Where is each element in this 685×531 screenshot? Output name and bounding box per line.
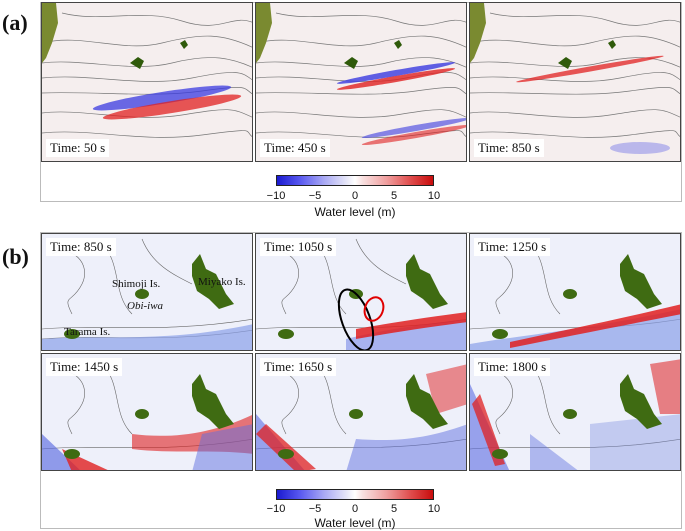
colorbar-tick: 0 [351, 503, 359, 515]
panel-b-frame-4: Time: 1450 s [41, 353, 253, 471]
colorbar-tick: 5 [390, 190, 398, 202]
panel-a-frame-2: Time: 450 s [255, 2, 467, 162]
label-miyako: Miyako Is. [198, 276, 246, 288]
map-a3 [470, 3, 680, 161]
time-label: Time: 1450 s [46, 358, 123, 376]
panel-a-label: (a) [2, 10, 28, 35]
map-a2 [256, 3, 466, 161]
panel-b-frame-1: Time: 850 s Shimoji Is. Obi-iwa Miyako I… [41, 233, 253, 351]
panel-b-frame-5: Time: 1650 s [255, 353, 467, 471]
time-label: Time: 1050 s [260, 238, 337, 256]
map-b6 [470, 354, 680, 470]
colorbar-tick: −10 [266, 190, 286, 202]
panel-a-frame-1: Time: 50 s [41, 2, 253, 162]
panel-b-frame [40, 232, 682, 529]
time-label: Time: 1250 s [474, 238, 551, 256]
colorbar-tick: 0 [351, 190, 359, 202]
panel-b-frame-6: Time: 1800 s [469, 353, 681, 471]
colorbar-tick: 10 [427, 503, 441, 515]
time-label: Time: 450 s [260, 139, 330, 157]
time-label: Time: 850 s [474, 139, 544, 157]
label-tarama: Tarama Is. [64, 326, 111, 338]
time-label: Time: 50 s [46, 139, 110, 157]
colorbar-tick: −10 [266, 503, 286, 515]
map-b1 [42, 234, 252, 350]
colorbar-b-gradient [276, 489, 434, 500]
label-obi-iwa: Obi-iwa [127, 300, 164, 312]
colorbar-tick: 10 [427, 190, 441, 202]
colorbar-tick: 5 [390, 503, 398, 515]
map-a1 [42, 3, 252, 161]
colorbar-tick: −5 [308, 190, 322, 202]
label-shimoji: Shimoji Is. [112, 278, 161, 290]
panel-b-frame-3: Time: 1250 s [469, 233, 681, 351]
colorbar-a-gradient [276, 175, 434, 186]
colorbar-title: Water level (m) [314, 205, 396, 219]
time-label: Time: 1650 s [260, 358, 337, 376]
panel-b-label: (b) [2, 244, 29, 269]
colorbar-tick: −5 [308, 503, 322, 515]
colorbar-title: Water level (m) [314, 516, 396, 530]
panel-b-frame-2: Time: 1050 s [255, 233, 467, 351]
time-label: Time: 850 s [46, 238, 116, 256]
panel-a-frame-3: Time: 850 s [469, 2, 681, 162]
time-label: Time: 1800 s [474, 358, 551, 376]
